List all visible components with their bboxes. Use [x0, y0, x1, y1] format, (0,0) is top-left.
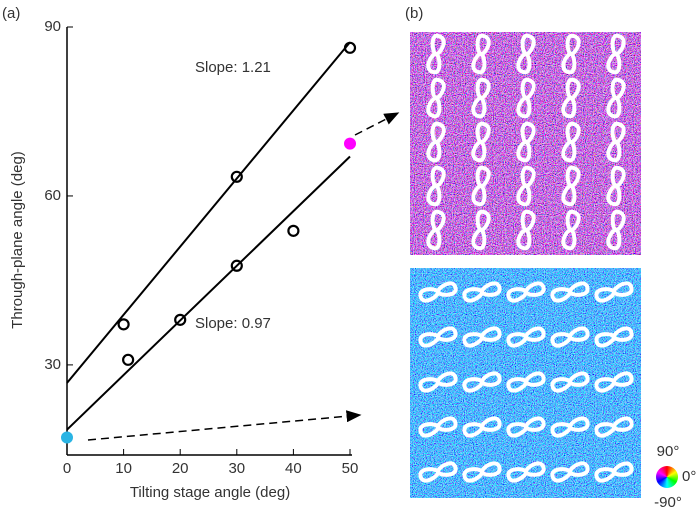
- glyph: [426, 165, 446, 207]
- panel-label: (a): [2, 5, 20, 22]
- x-tick-label: 40: [285, 460, 302, 477]
- glyph: [462, 416, 502, 438]
- x-tick-label: 20: [172, 460, 189, 477]
- arrow: [354, 112, 400, 136]
- glyph: [606, 33, 626, 75]
- glyph: [418, 371, 458, 393]
- y-axis-label: Through-plane angle (deg): [9, 151, 26, 329]
- y-tick-label: 90: [44, 18, 61, 35]
- glyph: [594, 371, 634, 393]
- glyph: [506, 416, 546, 438]
- annotation: Slope: 1.21: [195, 59, 271, 76]
- x-tick-label: 10: [115, 460, 132, 477]
- point: [343, 41, 357, 54]
- x-axis-label: Tilting stage angle (deg): [130, 484, 290, 501]
- glyph: [471, 77, 491, 119]
- glyph: [506, 461, 546, 483]
- glyph: [426, 209, 446, 251]
- glyph: [516, 121, 536, 163]
- glyph: [561, 209, 581, 251]
- glyph: [418, 416, 458, 438]
- glyph: [418, 326, 458, 348]
- glyph: [550, 281, 590, 303]
- glyph: [471, 33, 491, 75]
- glyph: [516, 33, 536, 75]
- arrow: [87, 410, 362, 441]
- y-tick-label: 60: [44, 187, 61, 204]
- glyph: [550, 326, 590, 348]
- glyph: [606, 121, 626, 163]
- color-wheel: [656, 466, 678, 488]
- glyph: [471, 121, 491, 163]
- glyph: [471, 165, 491, 207]
- point: [344, 137, 356, 150]
- glyph: [550, 461, 590, 483]
- glyph: [462, 326, 502, 348]
- glyph: [506, 326, 546, 348]
- x-tick-label: 0: [63, 460, 71, 477]
- glyph: [516, 77, 536, 119]
- fit-line: [66, 155, 351, 431]
- fit-line: [66, 41, 351, 384]
- glyph: [594, 326, 634, 348]
- glyph: [606, 165, 626, 207]
- point: [287, 224, 300, 237]
- annotation: Slope: 0.97: [195, 315, 271, 332]
- glyph: [594, 416, 634, 438]
- glyph: [594, 461, 634, 483]
- glyph: [506, 371, 546, 393]
- glyph: [462, 371, 502, 393]
- glyph: [561, 165, 581, 207]
- point: [122, 353, 135, 366]
- glyph: [550, 416, 590, 438]
- glyph: [561, 33, 581, 75]
- glyph: [506, 281, 546, 303]
- image-glyphs: [418, 33, 634, 483]
- glyph: [462, 281, 502, 303]
- panel-label: (b): [405, 5, 423, 22]
- glyph: [594, 281, 634, 303]
- point: [230, 259, 243, 272]
- glyph: [426, 77, 446, 119]
- glyph: [462, 461, 502, 483]
- x-tick-label: 30: [228, 460, 245, 477]
- point: [174, 313, 187, 326]
- glyph: [516, 165, 536, 207]
- glyph: [426, 33, 446, 75]
- colorwheel-label: 0°: [682, 468, 696, 485]
- colorwheel-label: -90°: [654, 494, 682, 511]
- point: [61, 431, 73, 444]
- glyph: [418, 281, 458, 303]
- colorwheel-label: 90°: [657, 443, 680, 460]
- glyph: [606, 209, 626, 251]
- glyph: [561, 77, 581, 119]
- glyph: [606, 77, 626, 119]
- point: [230, 170, 243, 183]
- x-tick-label: 50: [342, 460, 359, 477]
- y-tick-label: 30: [44, 356, 61, 373]
- glyph: [426, 121, 446, 163]
- point: [117, 318, 130, 331]
- glyph: [471, 209, 491, 251]
- glyph: [516, 209, 536, 251]
- glyph: [550, 371, 590, 393]
- glyph: [418, 461, 458, 483]
- glyph: [561, 121, 581, 163]
